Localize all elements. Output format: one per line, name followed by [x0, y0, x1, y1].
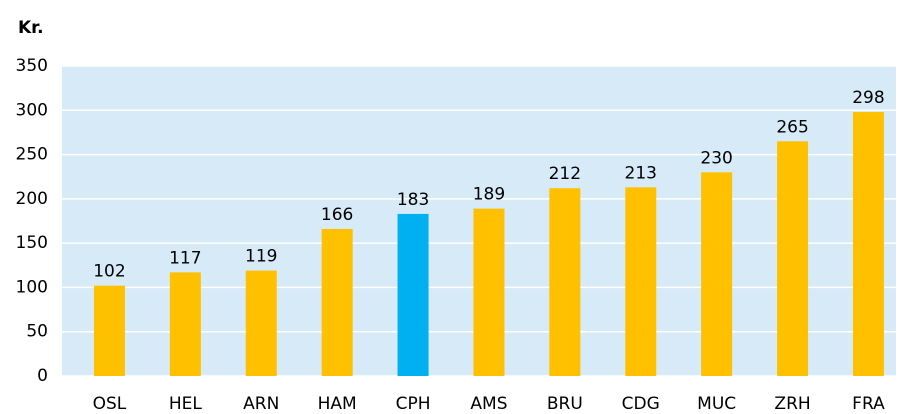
- bar: [169, 272, 201, 376]
- y-tick-label: 50: [26, 322, 48, 342]
- x-tick-label: AMS: [470, 394, 507, 414]
- x-tick-label: MUC: [697, 394, 736, 414]
- y-tick-label: 200: [16, 189, 48, 209]
- x-tick-label: HEL: [169, 394, 203, 414]
- x-tick-label: ARN: [243, 394, 279, 414]
- data-label: 230: [700, 148, 732, 168]
- bar: [625, 187, 657, 376]
- y-tick-label: 100: [16, 277, 48, 297]
- x-tick-label: OSL: [93, 394, 127, 414]
- y-tick-label: 0: [37, 366, 48, 386]
- data-label: 117: [169, 248, 201, 268]
- data-label: 265: [776, 117, 808, 137]
- data-label: 102: [93, 262, 125, 282]
- y-tick-label: 350: [16, 56, 48, 76]
- data-label: 189: [473, 185, 505, 205]
- data-label: 213: [625, 163, 657, 183]
- x-tick-label: CDG: [622, 394, 660, 414]
- bar: [93, 285, 125, 376]
- bar: [852, 112, 884, 377]
- bar: [473, 208, 505, 376]
- bar: [777, 141, 809, 376]
- y-tick-label: 300: [16, 100, 48, 120]
- data-label: 119: [245, 247, 277, 267]
- y-tick-label: 250: [16, 145, 48, 165]
- bar: [321, 228, 353, 376]
- bar: [549, 188, 581, 376]
- y-axis-label: Kr.: [18, 18, 44, 38]
- bar: [701, 172, 733, 376]
- y-tick-label: 150: [16, 233, 48, 253]
- x-tick-label: HAM: [318, 394, 357, 414]
- data-label: 212: [549, 164, 581, 184]
- x-tick-label: FRA: [852, 394, 885, 414]
- x-tick-label: BRU: [547, 394, 583, 414]
- bar: [245, 270, 277, 376]
- data-label: 183: [397, 190, 429, 210]
- bar: [397, 213, 429, 376]
- x-tick-label: ZRH: [774, 394, 810, 414]
- x-tick-label: CPH: [396, 394, 431, 414]
- data-label: 166: [321, 205, 353, 225]
- data-label: 298: [852, 88, 884, 108]
